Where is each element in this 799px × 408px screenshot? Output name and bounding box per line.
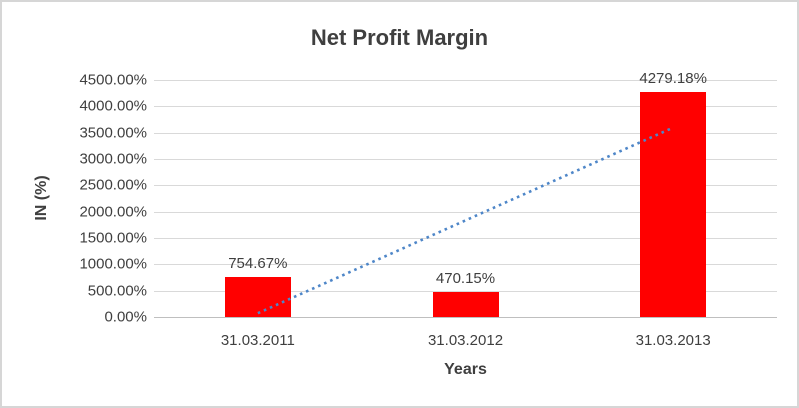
plot-area: 754.67% 470.15% 4279.18%	[154, 70, 777, 318]
chart-title: Net Profit Margin	[310, 25, 489, 50]
x-tick-label: 31.03.2012	[427, 332, 504, 349]
data-label: 754.67%	[228, 255, 288, 273]
gridline	[154, 264, 777, 266]
y-tick-label: 3500.00%	[79, 124, 147, 142]
y-tick-label: 2500.00%	[79, 176, 147, 194]
data-label: 470.15%	[435, 270, 496, 288]
x-axis-ticks: 31.03.2011 31.03.2012 31.03.2013	[154, 332, 777, 352]
bar[interactable]	[640, 91, 707, 317]
y-tick-label: 500.00%	[87, 282, 147, 300]
bar[interactable]	[224, 277, 291, 317]
x-axis-title: Years	[444, 361, 487, 378]
gridline	[154, 106, 777, 108]
data-label: 4279.18%	[639, 69, 707, 87]
gridline	[154, 80, 777, 81]
x-axis-line	[154, 317, 777, 318]
gridline	[154, 185, 777, 187]
bar[interactable]	[432, 292, 499, 317]
y-tick-label: 0.00%	[104, 308, 147, 326]
gridline	[154, 159, 777, 160]
gridline	[154, 238, 777, 239]
y-tick-label: 3000.00%	[79, 150, 147, 168]
y-tick-label: 2000.00%	[79, 203, 147, 221]
y-tick-label: 4500.00%	[79, 71, 147, 89]
gridline	[154, 290, 777, 292]
x-tick-label: 31.03.2013	[635, 332, 711, 349]
y-tick-label: 1500.00%	[79, 229, 147, 247]
y-tick-label: 1000.00%	[79, 255, 147, 273]
y-tick-label: 4000.00%	[79, 97, 147, 115]
x-tick-label: 31.03.2011	[220, 332, 295, 349]
y-axis-ticks: 4500.00% 4000.00% 3500.00% 3000.00% 2500.00%…	[2, 72, 147, 326]
gridline	[154, 211, 777, 213]
gridline	[154, 132, 777, 134]
